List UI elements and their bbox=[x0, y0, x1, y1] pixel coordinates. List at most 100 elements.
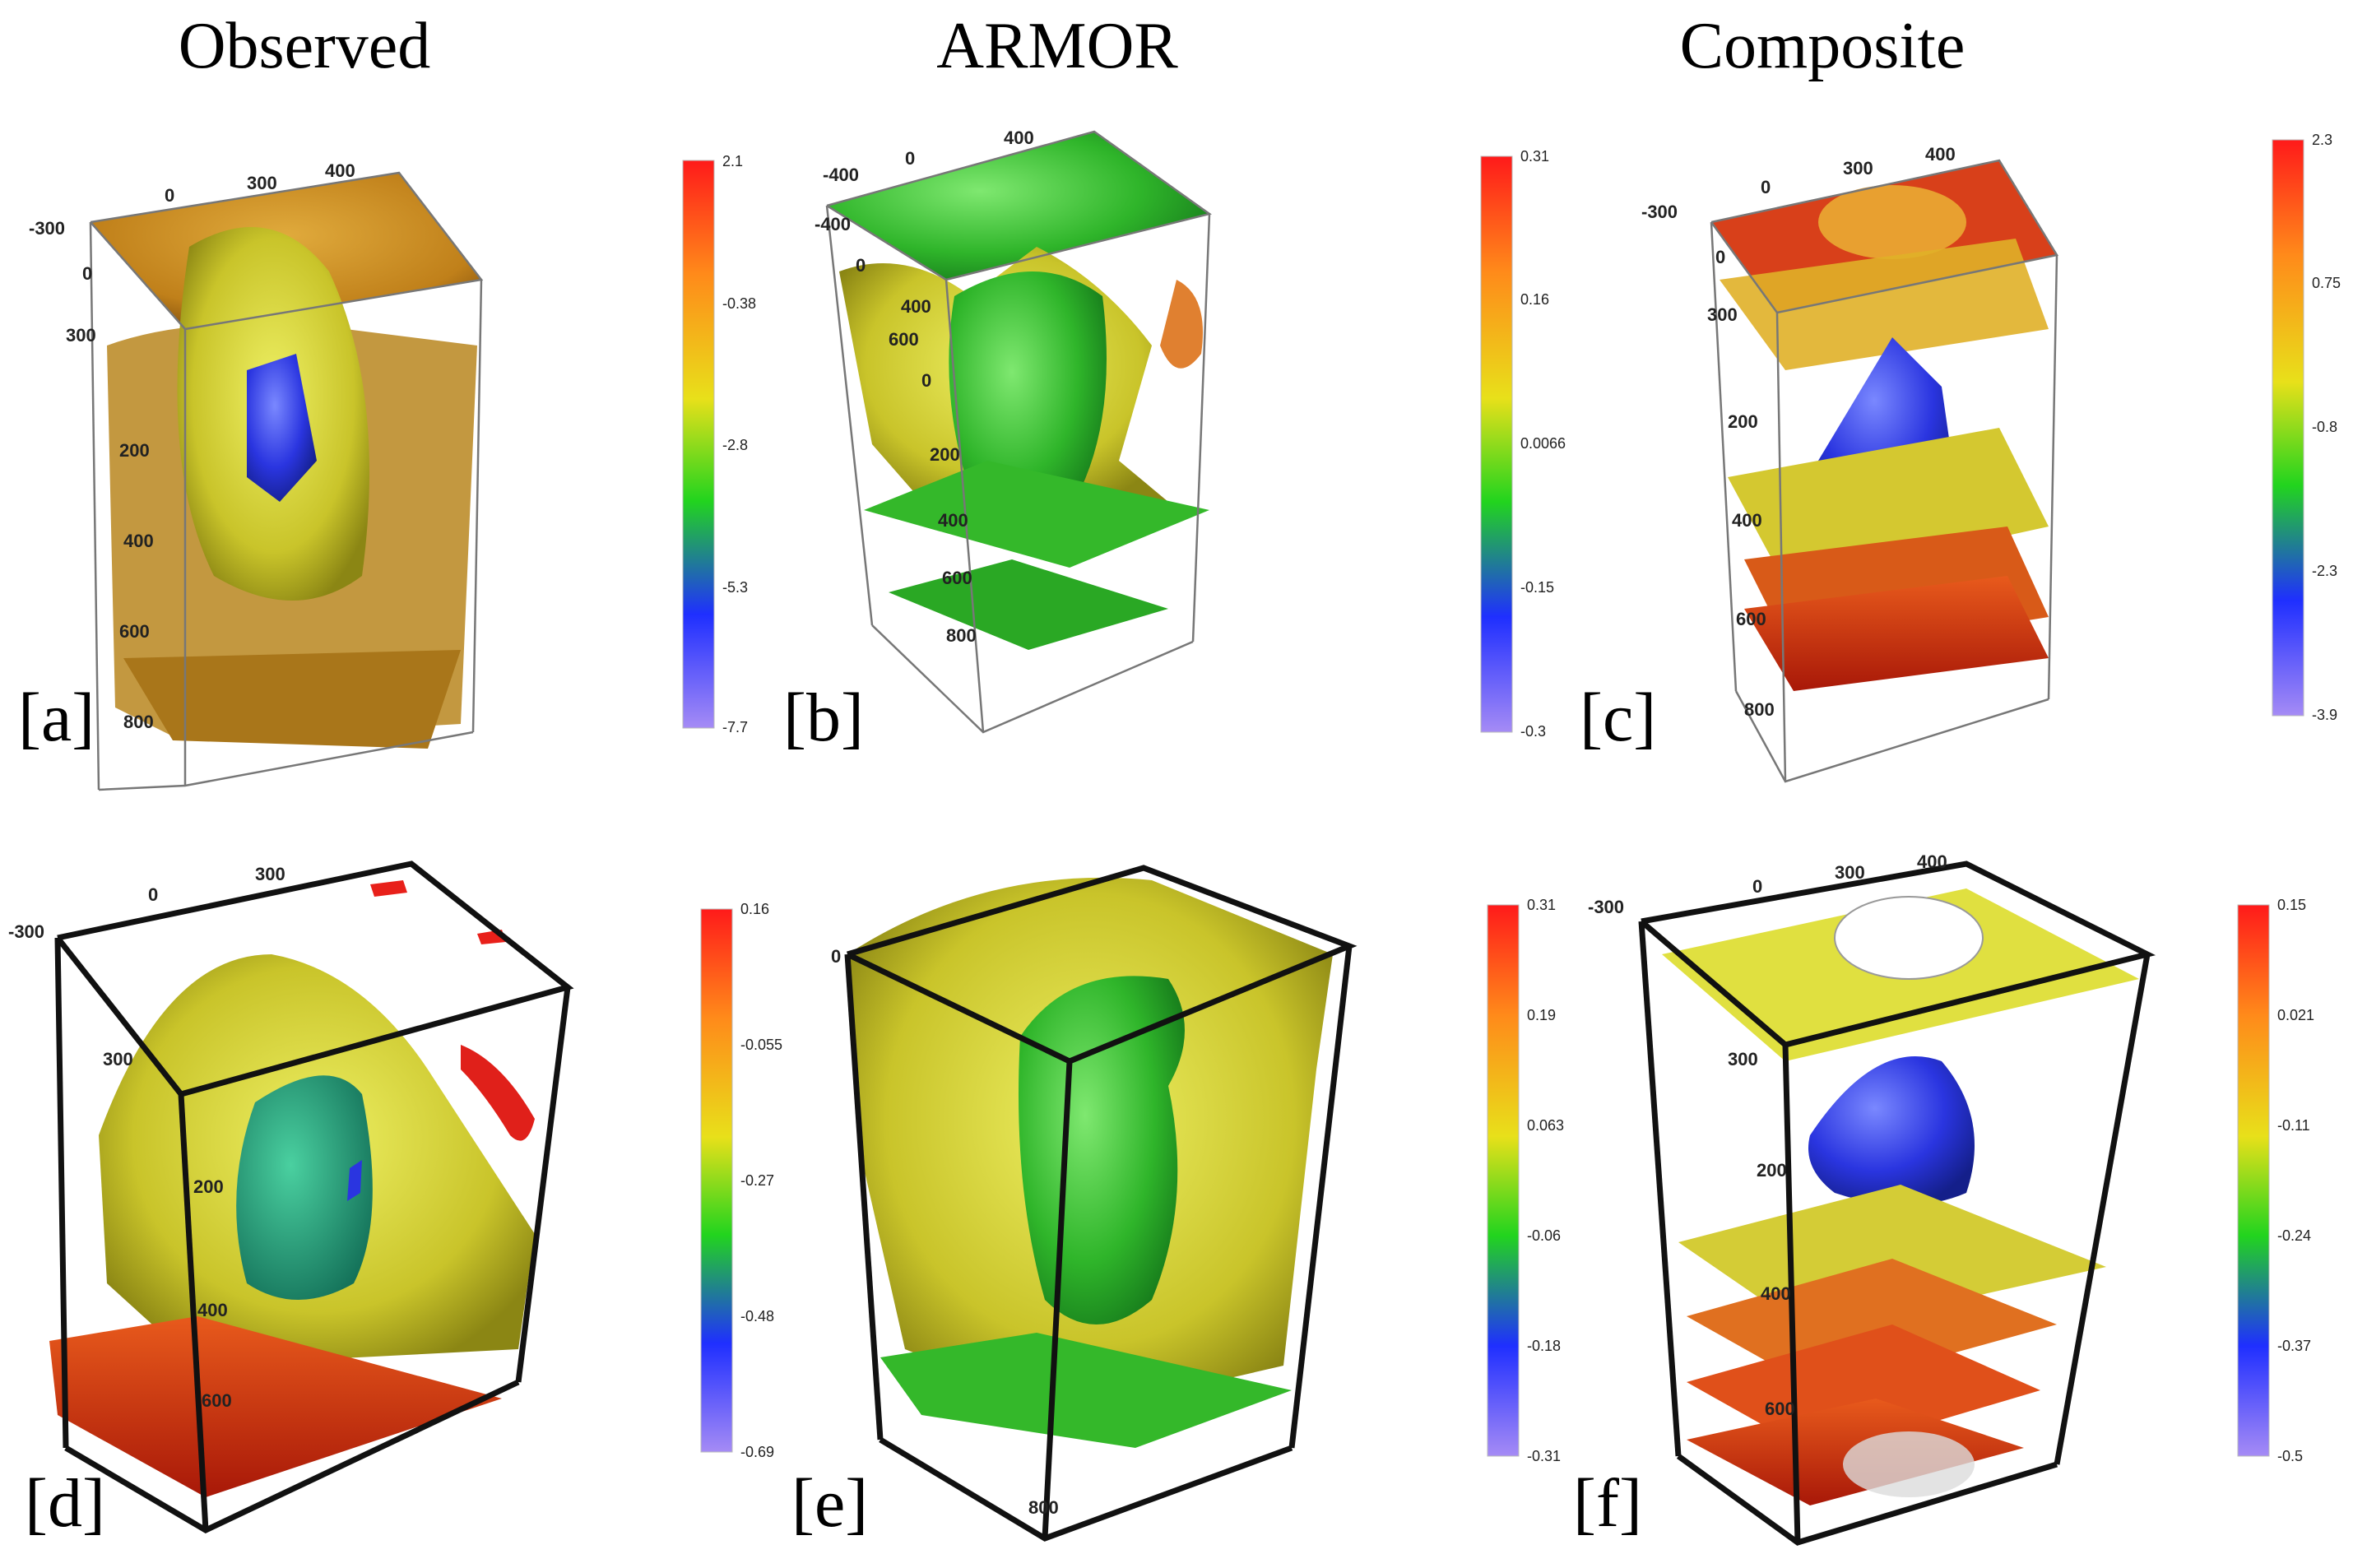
surface-mid-green bbox=[864, 461, 1209, 568]
surface-top-hole bbox=[1818, 185, 1966, 259]
colorbar-c bbox=[2272, 139, 2304, 717]
colorbar-tick: -0.69 bbox=[740, 1444, 774, 1460]
surface-bottom-red bbox=[49, 1316, 502, 1497]
axis-label: 0 bbox=[1715, 247, 1725, 267]
axis-label: 200 bbox=[193, 1176, 224, 1197]
axis-label: 600 bbox=[119, 621, 150, 642]
axis-label: 600 bbox=[1765, 1399, 1795, 1419]
surface-bottom-green bbox=[880, 1333, 1292, 1448]
colorbar-tick: 0.31 bbox=[1520, 148, 1549, 165]
axis-label: 400 bbox=[1732, 510, 1762, 531]
colorbar-tick: -0.8 bbox=[2312, 419, 2337, 435]
blob-teal bbox=[236, 1075, 373, 1300]
colorbar-tick: 0.063 bbox=[1527, 1117, 1564, 1134]
axis-label: 400 bbox=[325, 160, 355, 181]
axis-label: 300 bbox=[1707, 304, 1738, 325]
axis-label: -300 bbox=[8, 921, 44, 942]
axis-label: -400 bbox=[823, 165, 859, 185]
colorbar-tick: 2.3 bbox=[2312, 132, 2332, 148]
colorbar-tick: 0.75 bbox=[2312, 275, 2341, 291]
axis-label: 200 bbox=[930, 444, 960, 465]
panel-f: -300 0 300 400 300 200 400 600 [f] 0.15 … bbox=[1573, 851, 2314, 1546]
surface-mid-yellow bbox=[1728, 428, 2049, 584]
axis-label: 800 bbox=[123, 712, 154, 732]
colorbar-tick: 0.16 bbox=[1520, 291, 1549, 308]
surface-bottom-red bbox=[1744, 576, 2049, 691]
colorbar-tick: -3.9 bbox=[2312, 707, 2337, 723]
panel-b: -400 0 400 -400 0 400 600 0 200 400 600 … bbox=[783, 128, 1566, 756]
axis-label: 600 bbox=[202, 1390, 232, 1411]
colorbar-tick: -0.15 bbox=[1520, 579, 1554, 596]
surface-top-hole bbox=[1834, 896, 1984, 980]
colorbar-tick: -0.5 bbox=[2277, 1448, 2303, 1464]
colorbar-tick: 0.021 bbox=[2277, 1007, 2314, 1023]
surface-bottom-orange bbox=[123, 650, 461, 749]
axis-label: 800 bbox=[946, 625, 977, 646]
colorbar-tick: 0.15 bbox=[2277, 897, 2306, 913]
blob-blue bbox=[247, 354, 317, 502]
colorbar-tick: 0.16 bbox=[740, 901, 769, 917]
panel-label-b: [b] bbox=[783, 680, 864, 756]
blob-blue-small bbox=[347, 1160, 362, 1201]
column-title-observed: Observed bbox=[179, 10, 431, 82]
axis-label: 400 bbox=[1761, 1283, 1791, 1304]
colorbar-e bbox=[1487, 904, 1520, 1457]
axis-label: 300 bbox=[1728, 1049, 1758, 1069]
axis-label: 300 bbox=[1843, 158, 1873, 179]
axis-label: -400 bbox=[815, 214, 851, 234]
axis-label: -300 bbox=[29, 218, 65, 239]
colorbar-f bbox=[2237, 904, 2270, 1457]
colorbar-tick: -0.27 bbox=[740, 1172, 774, 1189]
panel-label-e: [e] bbox=[791, 1465, 868, 1542]
axis-label: 0 bbox=[856, 255, 866, 276]
colorbar-tick: 0.31 bbox=[1527, 897, 1556, 913]
colorbar-tick: -0.48 bbox=[740, 1308, 774, 1324]
colorbar-a bbox=[682, 160, 715, 729]
axis-label: 0 bbox=[1761, 177, 1771, 197]
axis-label: 400 bbox=[123, 531, 154, 551]
colorbar-tick: -2.3 bbox=[2312, 563, 2337, 579]
axis-label: 800 bbox=[1744, 699, 1775, 720]
colorbar-tick: -7.7 bbox=[722, 719, 748, 735]
blob-blue bbox=[1808, 1056, 1975, 1205]
colorbar-tick: -5.3 bbox=[722, 579, 748, 596]
axis-label: -300 bbox=[1588, 897, 1624, 917]
axis-label: 0 bbox=[165, 185, 174, 206]
panel-label-a: [a] bbox=[18, 680, 95, 756]
panel-e: 0 800 [e] 0.31 0.19 0.063 -0.06 -0.18 -0… bbox=[791, 865, 1564, 1542]
colorbar-tick: -0.31 bbox=[1527, 1448, 1561, 1464]
axis-label: 300 bbox=[66, 325, 96, 346]
panel-label-f: [f] bbox=[1573, 1465, 1642, 1542]
axis-label: 400 bbox=[1004, 128, 1034, 148]
axis-label: 0 bbox=[1752, 876, 1762, 897]
axis-label: 600 bbox=[1736, 609, 1766, 629]
colorbar-b bbox=[1480, 155, 1513, 733]
surface-upper-yellow bbox=[1720, 239, 2049, 370]
column-green bbox=[949, 271, 1107, 523]
colorbar-tick: 2.1 bbox=[722, 153, 743, 169]
column-title-armor: ARMOR bbox=[936, 10, 1178, 82]
axis-label: -300 bbox=[1641, 202, 1678, 222]
axis-label: 200 bbox=[1728, 411, 1758, 432]
axis-label: 400 bbox=[938, 510, 968, 531]
axis-label: 300 bbox=[1835, 862, 1865, 883]
axis-label: 300 bbox=[103, 1049, 133, 1069]
surface-top-green bbox=[827, 132, 1209, 280]
colorbar-tick: -0.18 bbox=[1527, 1338, 1561, 1354]
axis-label: 300 bbox=[255, 864, 285, 884]
panel-label-d: [d] bbox=[25, 1465, 105, 1542]
blob-orange bbox=[1160, 280, 1203, 369]
axis-label: 0 bbox=[905, 148, 915, 169]
axis-label: 800 bbox=[1028, 1497, 1059, 1518]
colorbar-tick: -2.8 bbox=[722, 437, 748, 453]
surface-bottom-green bbox=[889, 559, 1168, 650]
axis-label: 600 bbox=[942, 568, 972, 588]
axis-label: 0 bbox=[82, 263, 92, 284]
axis-label: 200 bbox=[1757, 1160, 1787, 1181]
axis-label: 0 bbox=[921, 370, 931, 391]
axis-label: 0 bbox=[148, 884, 158, 905]
colorbar-tick: -0.37 bbox=[2277, 1338, 2311, 1354]
axis-label: 300 bbox=[247, 173, 277, 193]
axis-label: 0 bbox=[831, 946, 841, 967]
